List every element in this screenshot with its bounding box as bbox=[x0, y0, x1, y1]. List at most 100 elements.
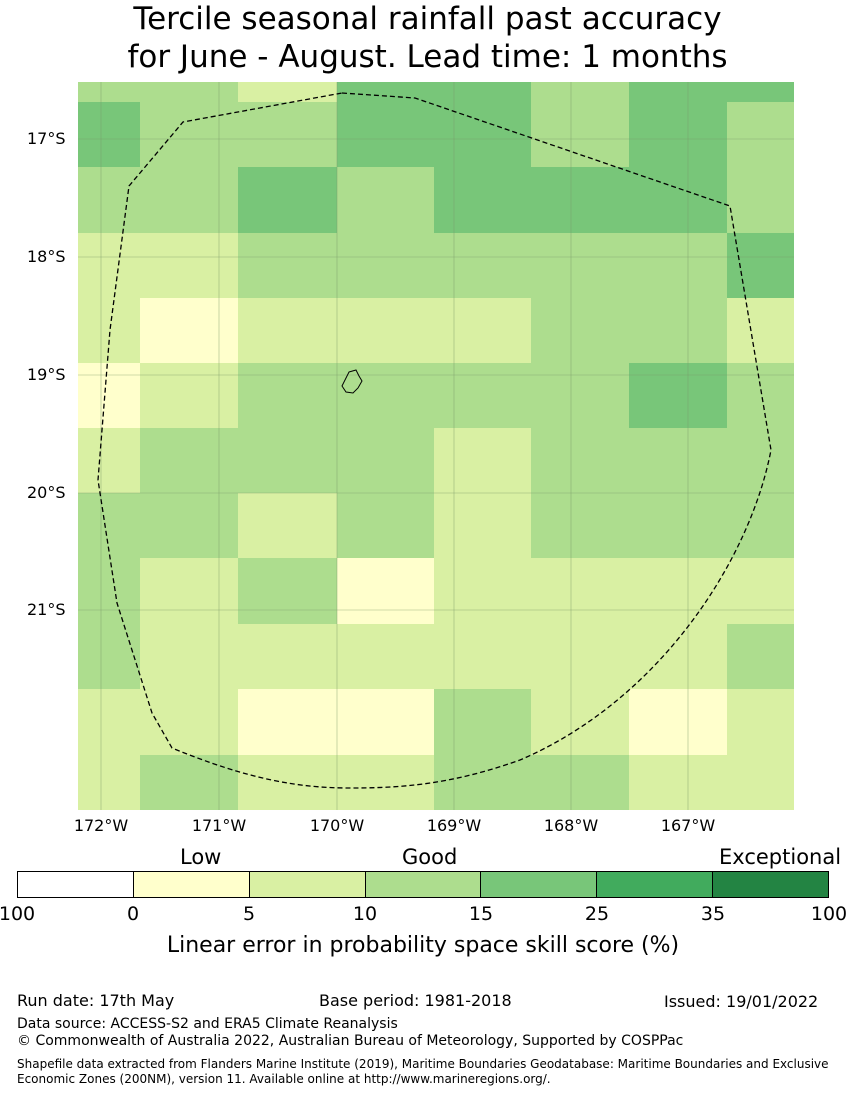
lon-label-171w: 171°W bbox=[191, 816, 247, 835]
grid-cell bbox=[337, 82, 434, 102]
colorbar-tick: 0 bbox=[126, 903, 140, 925]
grid-cell bbox=[727, 167, 794, 233]
grid-cell bbox=[78, 233, 140, 298]
grid-cell bbox=[629, 755, 727, 810]
grid-cell bbox=[238, 233, 337, 298]
lon-label-168w: 168°W bbox=[543, 816, 599, 835]
lat-label-17s: 17°S bbox=[27, 129, 66, 148]
lon-label-170w: 170°W bbox=[309, 816, 365, 835]
grid-cell bbox=[629, 298, 727, 363]
grid-cell bbox=[140, 755, 238, 810]
colorbar-tick: 100 bbox=[810, 903, 848, 925]
colorbar-tick: 25 bbox=[584, 903, 610, 925]
grid-cell bbox=[238, 689, 337, 755]
grid-cell bbox=[629, 558, 727, 624]
grid-cell bbox=[337, 102, 434, 167]
grid-cell bbox=[78, 558, 140, 624]
grid-cell bbox=[140, 363, 238, 428]
colorbar-tick: 100 bbox=[0, 903, 36, 925]
grid-cell bbox=[78, 102, 140, 167]
grid-cell bbox=[727, 689, 794, 755]
grid-cell bbox=[727, 298, 794, 363]
grid-cell bbox=[531, 493, 629, 558]
colorbar-tick: 5 bbox=[242, 903, 256, 925]
issued-date: Issued: 19/01/2022 bbox=[664, 992, 819, 1011]
category-good: Good bbox=[402, 845, 458, 869]
grid-cell bbox=[434, 363, 531, 428]
grid-cell bbox=[140, 298, 238, 363]
grid-cell bbox=[629, 428, 727, 493]
grid-cell bbox=[727, 82, 794, 102]
grid-cell bbox=[140, 233, 238, 298]
grid-cell bbox=[531, 689, 629, 755]
lat-label-18s: 18°S bbox=[27, 247, 66, 266]
grid-cell bbox=[140, 624, 238, 689]
colorbar-title: Linear error in probability space skill … bbox=[166, 933, 680, 958]
grid-cell bbox=[531, 755, 629, 810]
grid-cell bbox=[140, 428, 238, 493]
grid-cell bbox=[238, 102, 337, 167]
grid-cell bbox=[434, 624, 531, 689]
grid-cell bbox=[238, 493, 337, 558]
grid-cell bbox=[531, 558, 629, 624]
grid-cell bbox=[337, 167, 434, 233]
colorbar-segment bbox=[18, 872, 134, 897]
grid-cell bbox=[78, 82, 140, 102]
grid-cell bbox=[140, 558, 238, 624]
grid-cell bbox=[727, 755, 794, 810]
grid-cell bbox=[531, 82, 629, 102]
grid-cell bbox=[531, 428, 629, 493]
colorbar bbox=[17, 871, 829, 898]
lon-label-167w: 167°W bbox=[660, 816, 716, 835]
shapefile-note: Shapefile data extracted from Flanders M… bbox=[17, 1057, 829, 1086]
grid-cell bbox=[629, 624, 727, 689]
grid-cell bbox=[337, 689, 434, 755]
grid-cell bbox=[434, 233, 531, 298]
colorbar-segment bbox=[365, 872, 482, 897]
grid-cell bbox=[434, 82, 531, 102]
grid-cell bbox=[629, 102, 727, 167]
grid-cell bbox=[337, 624, 434, 689]
grid-cell bbox=[238, 558, 337, 624]
grid-cell bbox=[238, 624, 337, 689]
grid-cell bbox=[238, 167, 337, 233]
grid-cell bbox=[140, 493, 238, 558]
skill-map bbox=[78, 82, 794, 810]
grid-cell bbox=[727, 493, 794, 558]
grid-cell bbox=[140, 102, 238, 167]
grid-cell bbox=[531, 624, 629, 689]
colorbar-tick: 35 bbox=[700, 903, 726, 925]
grid-cell bbox=[531, 298, 629, 363]
colorbar-segment bbox=[249, 872, 366, 897]
grid-cell bbox=[434, 558, 531, 624]
grid-cell bbox=[140, 82, 238, 102]
grid-cell bbox=[78, 689, 140, 755]
lat-label-20s: 20°S bbox=[27, 483, 66, 502]
run-date: Run date: 17th May bbox=[17, 991, 175, 1010]
grid-cell bbox=[629, 363, 727, 428]
grid-cell bbox=[434, 167, 531, 233]
lat-label-21s: 21°S bbox=[27, 600, 66, 619]
grid-cell bbox=[531, 233, 629, 298]
grid-cell bbox=[531, 363, 629, 428]
grid-cell bbox=[727, 624, 794, 689]
grid-cell bbox=[78, 167, 140, 233]
grid-cell bbox=[140, 167, 238, 233]
lat-label-19s: 19°S bbox=[27, 365, 66, 384]
grid-cell bbox=[727, 102, 794, 167]
colorbar-segment bbox=[713, 872, 829, 897]
colorbar-segment bbox=[597, 872, 714, 897]
grid-cell bbox=[78, 624, 140, 689]
title-line-1: Tercile seasonal rainfall past accuracy bbox=[133, 1, 722, 37]
grid-cell bbox=[238, 363, 337, 428]
colorbar-segment bbox=[481, 872, 598, 897]
grid-cell bbox=[337, 428, 434, 493]
grid-cell bbox=[727, 233, 794, 298]
grid-cell bbox=[531, 102, 629, 167]
grid-cell bbox=[434, 755, 531, 810]
grid-cell bbox=[337, 298, 434, 363]
grid-cell bbox=[337, 755, 434, 810]
title-line-2: for June - August. Lead time: 1 months bbox=[127, 39, 728, 75]
grid-cell bbox=[629, 233, 727, 298]
lon-label-169w: 169°W bbox=[426, 816, 482, 835]
